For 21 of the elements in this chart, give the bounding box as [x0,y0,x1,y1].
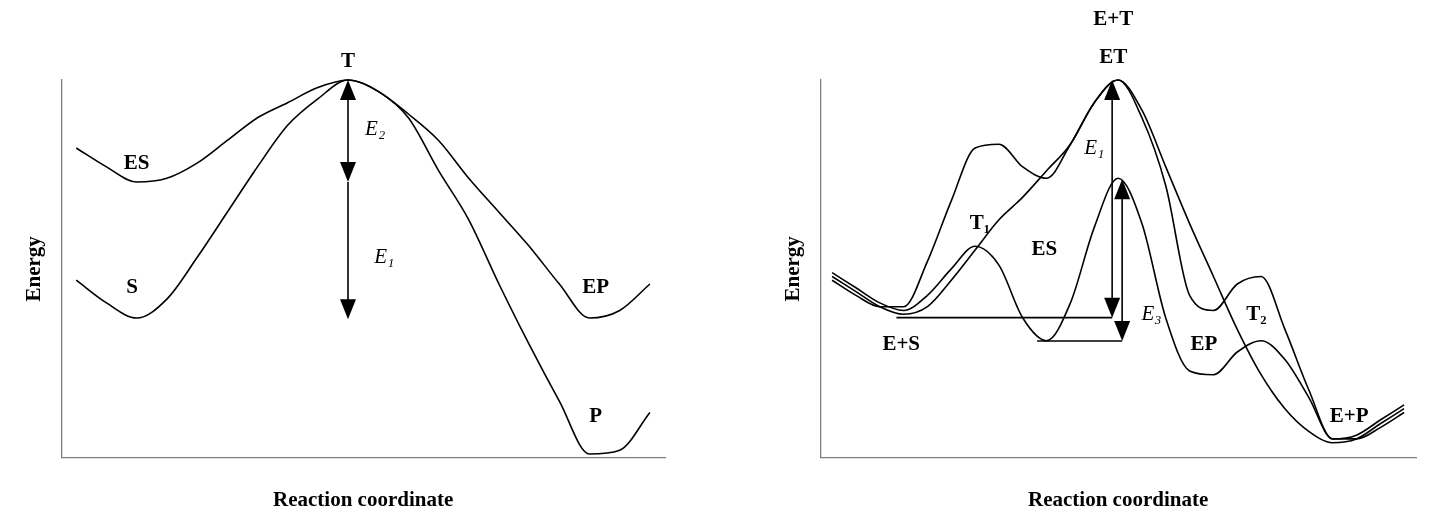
annotation: E₁ [1083,134,1105,159]
text: E+T [1093,5,1134,30]
annotation: E+S [882,330,921,355]
annotation: E₂ [364,115,386,140]
annotation: S [126,274,138,299]
x-axis-title: Reaction coordinate [1027,486,1209,511]
annotation: ES [123,149,150,174]
annotation: P [589,402,603,427]
annotation: EP [582,274,610,299]
y-axis-title: Energy [780,235,805,302]
y-axis-title: Energy [21,235,46,302]
annotation: T₂ [1246,300,1267,325]
x-axis-title: Reaction coordinate [272,486,454,511]
annotation: E₃ [1140,300,1162,325]
annotation: E+P [1329,402,1369,427]
annotation: T₁ [969,209,991,234]
text: ET [1099,43,1128,68]
annotation: ES [1031,236,1058,261]
annotation: EP [1190,330,1218,355]
text: T [341,47,356,72]
annotation: E₁ [373,244,395,269]
